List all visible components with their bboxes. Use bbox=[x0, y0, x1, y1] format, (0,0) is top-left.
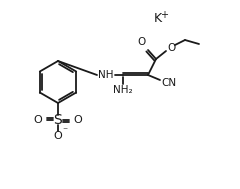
Text: CN: CN bbox=[162, 78, 177, 88]
Text: O: O bbox=[137, 37, 145, 47]
Text: NH: NH bbox=[98, 70, 114, 80]
Text: O: O bbox=[54, 131, 62, 141]
Text: ⁻: ⁻ bbox=[62, 126, 68, 136]
Text: O: O bbox=[34, 115, 42, 125]
Text: O: O bbox=[167, 43, 175, 53]
Text: NH₂: NH₂ bbox=[113, 85, 133, 95]
Text: K: K bbox=[154, 12, 162, 26]
Text: +: + bbox=[160, 10, 168, 20]
Text: O: O bbox=[74, 115, 82, 125]
Text: S: S bbox=[54, 113, 62, 127]
